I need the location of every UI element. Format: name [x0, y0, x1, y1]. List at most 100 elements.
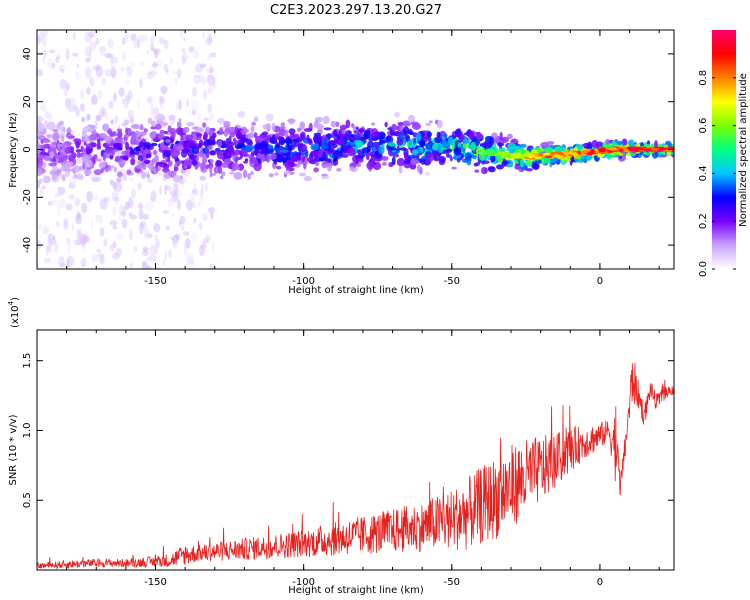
spectral-blob: [266, 134, 271, 140]
spectral-blob: [249, 156, 257, 163]
spectral-blob: [545, 147, 553, 152]
spectral-blob: [371, 144, 376, 152]
spectral-blob: [531, 163, 540, 170]
spectral-blob: [122, 173, 128, 182]
spectral-blob: [528, 155, 538, 158]
spectral-blob: [72, 52, 79, 57]
spectral-blob: [134, 130, 140, 137]
spectral-blob: [65, 82, 70, 91]
spectral-blob: [269, 152, 277, 160]
spectral-blob: [486, 151, 496, 156]
spectral-blob: [76, 211, 81, 221]
spectral-blob: [153, 155, 159, 164]
spectral-blob: [65, 97, 71, 109]
spectral-blob: [149, 163, 154, 172]
spectral-blob: [171, 70, 177, 75]
spectral-blob: [137, 202, 144, 210]
spectral-blob: [100, 77, 107, 86]
spectral-blob: [173, 166, 179, 172]
spectral-blob: [188, 46, 195, 53]
spectral-blob: [94, 119, 98, 127]
spectral-blob: [105, 168, 109, 173]
spectral-blob: [37, 122, 45, 132]
spectral-blob: [316, 123, 324, 130]
spectral-blob: [118, 87, 125, 97]
spectral-blob: [153, 222, 161, 233]
spectral-blob: [183, 160, 193, 167]
spectral-blob: [168, 249, 172, 259]
spectral-blob: [180, 135, 184, 145]
spectral-blob: [447, 136, 454, 146]
spectral-blob: [55, 57, 60, 64]
spectral-blob: [121, 122, 128, 127]
spectral-blob: [154, 234, 158, 247]
spectral-blob: [95, 214, 104, 224]
spectral-blob: [480, 166, 488, 175]
spectral-blob: [68, 194, 76, 200]
spectral-blob: [191, 133, 197, 141]
spectral-blob: [71, 223, 75, 232]
spectral-blob: [660, 154, 667, 158]
spectral-blob: [80, 238, 87, 246]
spectral-blob: [201, 213, 208, 222]
spectral-blob: [208, 128, 213, 137]
spectrogram-panel: -150 -100 -50 0 -40 -20 0 20 40 Height of strai…: [8, 29, 675, 296]
spectral-blob: [468, 131, 475, 140]
spectral-blob: [99, 198, 108, 211]
spectral-blob: [336, 168, 342, 172]
spectral-blob: [204, 182, 209, 190]
spectral-blob: [125, 127, 129, 135]
spectral-blob: [37, 239, 42, 250]
snr-y-label: SNR (10 * v/v): [8, 414, 19, 485]
spectral-blob: [175, 102, 179, 110]
spectrogram-y-tick-label: 20: [22, 95, 33, 108]
spectral-blob: [559, 153, 565, 156]
spectral-blob: [554, 154, 562, 158]
spectral-blob: [65, 203, 73, 211]
spectral-blob: [236, 131, 243, 140]
spectral-blob: [111, 57, 118, 64]
spectral-blob: [580, 150, 589, 154]
spectral-blob: [176, 68, 182, 79]
spectral-blob: [138, 208, 144, 220]
spectral-blob: [133, 147, 141, 152]
spectral-blob: [121, 218, 128, 229]
spectral-blob: [43, 49, 47, 59]
spectral-blob: [310, 143, 319, 151]
spectrogram-heatmap: [37, 30, 674, 269]
spectral-blob: [408, 131, 415, 136]
spectral-blob: [267, 144, 274, 150]
spectral-blob: [374, 151, 379, 156]
spectral-blob: [631, 146, 636, 152]
spectral-blob: [455, 128, 461, 138]
spectral-blob: [237, 110, 246, 118]
spectral-blob: [577, 145, 584, 150]
spectral-blob: [96, 140, 101, 149]
spectral-blob: [44, 257, 51, 263]
spectral-blob: [361, 148, 366, 158]
spectral-blob: [391, 156, 396, 166]
spectral-blob: [137, 39, 140, 49]
spectral-blob: [412, 148, 419, 156]
spectral-blob: [90, 94, 98, 105]
spectral-blob: [109, 179, 114, 186]
spectral-blob: [157, 58, 162, 67]
spectral-blob: [81, 116, 85, 123]
spectral-blob: [434, 119, 439, 125]
spectral-blob: [358, 132, 364, 138]
spectrogram-x-tick-label: -50: [444, 276, 460, 287]
spectral-blob: [115, 247, 122, 257]
spectral-blob: [167, 197, 174, 207]
spectral-blob: [43, 155, 52, 161]
spectral-blob: [85, 146, 91, 155]
spectral-blob: [299, 131, 306, 141]
spectral-blob: [73, 165, 81, 173]
spectral-blob: [37, 139, 40, 148]
spectrogram-y-tick-label: -40: [22, 237, 33, 253]
spectral-blob: [180, 149, 188, 158]
spectral-blob: [75, 148, 82, 153]
spectral-blob: [85, 57, 91, 63]
spectral-blob: [255, 135, 263, 145]
spectral-blob: [253, 116, 259, 122]
spectral-blob: [321, 175, 329, 180]
